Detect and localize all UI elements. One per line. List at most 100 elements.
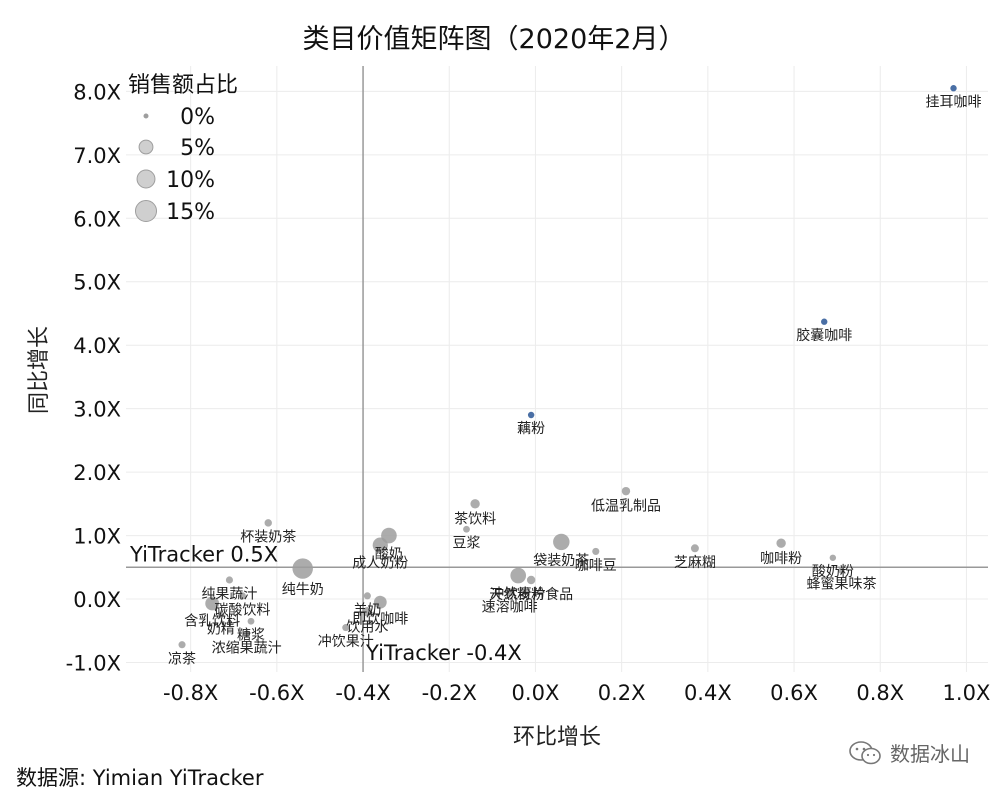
y-axis-label: 同比增长 bbox=[27, 326, 52, 414]
wechat-icon bbox=[849, 740, 881, 764]
x-tick-label: 0.8X bbox=[856, 681, 904, 705]
x-tick-label: 0.4X bbox=[684, 681, 732, 705]
data-point bbox=[470, 499, 480, 509]
point-label: 含乳饮料 bbox=[184, 613, 240, 629]
y-tick-label: 8.0X bbox=[73, 80, 121, 104]
point-label: 豆浆 bbox=[452, 536, 480, 552]
chart-title: 类目价值矩阵图（2020年2月） bbox=[303, 24, 686, 55]
x-axis-ticks: -0.8X -0.6X -0.4X -0.2X 0.0X 0.2X 0.4X 0.6X 0.8X… bbox=[163, 681, 990, 705]
data-point bbox=[264, 519, 272, 527]
x-tick-label: 1.0X bbox=[943, 681, 991, 705]
data-point bbox=[463, 525, 470, 533]
data-point bbox=[362, 607, 373, 617]
reference-lines: YiTracker -0.4X YiTracker 0.5X bbox=[126, 66, 988, 672]
size-legend-marker bbox=[134, 199, 158, 223]
data-point bbox=[238, 592, 246, 600]
y-tick-label: 6.0X bbox=[73, 207, 121, 231]
data-point bbox=[838, 567, 845, 574]
data-point bbox=[950, 85, 957, 92]
data-point bbox=[178, 641, 186, 649]
size-legend-label: 15% bbox=[166, 200, 215, 225]
point-label: 挂耳咖啡 bbox=[926, 94, 982, 110]
data-point bbox=[217, 611, 225, 619]
point-label: 成人奶粉 bbox=[352, 556, 408, 572]
data-point bbox=[526, 575, 536, 585]
point-label: 天然粉粉食品 bbox=[489, 586, 573, 603]
point-label: 酸奶粉 bbox=[812, 564, 854, 580]
point-label: 饮用水 bbox=[346, 619, 388, 635]
point-label: 咖啡豆 bbox=[575, 558, 617, 574]
ref-line-vertical-label: YiTracker -0.4X bbox=[365, 641, 522, 665]
y-axis-ticks: -1.0X 0.0X 1.0X 2.0X 3.0X 4.0X 5.0X 6.0X 7.0X 8.0… bbox=[66, 80, 121, 675]
size-legend-label: 10% bbox=[166, 168, 215, 193]
point-label: 藕粉 bbox=[517, 421, 545, 437]
point-label: 冲饮果汁 bbox=[318, 634, 374, 650]
data-point bbox=[342, 624, 350, 632]
x-tick-label: -0.6X bbox=[249, 681, 304, 705]
y-tick-label: 2.0X bbox=[73, 461, 121, 485]
x-tick-label: -0.2X bbox=[422, 681, 477, 705]
size-legend-marker bbox=[136, 169, 156, 189]
size-legend: 销售额占比 0% 5% 10% 15% bbox=[128, 73, 238, 225]
data-point bbox=[505, 588, 514, 597]
y-tick-label: 0.0X bbox=[73, 588, 121, 612]
x-tick-label: 0.6X bbox=[770, 681, 818, 705]
data-point bbox=[373, 595, 387, 609]
point-label: 凉茶 bbox=[168, 651, 196, 667]
size-legend-label: 0% bbox=[180, 105, 215, 130]
watermark: 数据冰山 bbox=[848, 738, 970, 767]
watermark-text: 数据冰山 bbox=[890, 742, 970, 766]
point-label: 纯果蔬汁 bbox=[201, 587, 257, 603]
data-point bbox=[527, 411, 535, 419]
data-point bbox=[243, 630, 251, 638]
data-points bbox=[178, 85, 957, 649]
size-legend-label: 5% bbox=[180, 136, 215, 161]
point-label: 酸奶 bbox=[375, 546, 403, 562]
data-point bbox=[510, 567, 527, 584]
point-label: 胶囊咖啡 bbox=[796, 327, 852, 344]
size-legend-title: 销售额占比 bbox=[128, 73, 238, 98]
point-label: 纯牛奶 bbox=[282, 582, 324, 598]
data-point bbox=[621, 486, 631, 496]
y-tick-label: 1.0X bbox=[73, 525, 121, 549]
size-legend-marker bbox=[138, 139, 154, 155]
size-legend-marker bbox=[143, 113, 149, 119]
data-point bbox=[690, 544, 699, 553]
point-label: 速溶咖啡 bbox=[482, 600, 538, 616]
data-point bbox=[829, 554, 837, 561]
point-label: 奶精 bbox=[207, 621, 235, 637]
point-label: 咖啡粉 bbox=[760, 551, 802, 567]
data-source: 数据源: Yimian YiTracker bbox=[16, 766, 264, 790]
x-tick-label: 0.2X bbox=[598, 681, 646, 705]
data-point bbox=[247, 617, 255, 625]
point-label: 袋装奶茶 bbox=[533, 553, 589, 569]
y-tick-label: 7.0X bbox=[73, 144, 121, 168]
point-label: 浓缩果蔬汁 bbox=[212, 640, 282, 656]
x-tick-label: -0.4X bbox=[335, 681, 390, 705]
point-label: 碳酸饮料 bbox=[214, 602, 270, 618]
data-point bbox=[363, 592, 371, 600]
point-label: 芝麻糊 bbox=[674, 555, 716, 571]
y-tick-label: 3.0X bbox=[73, 398, 121, 422]
point-label: 茶饮料 bbox=[454, 512, 496, 528]
x-tick-label: 0.0X bbox=[512, 681, 560, 705]
x-axis-label: 环比增长 bbox=[513, 725, 601, 750]
ref-line-horizontal-label: YiTracker 0.5X bbox=[129, 542, 278, 566]
data-point bbox=[205, 596, 220, 611]
data-point bbox=[225, 576, 233, 584]
data-point bbox=[553, 533, 570, 551]
point-label: 冲饮麦片 bbox=[490, 586, 546, 602]
data-point bbox=[821, 318, 828, 325]
point-label: 即饮咖啡 bbox=[352, 612, 408, 628]
point-label: 羊奶 bbox=[353, 602, 381, 618]
point-label: 低温乳制品 bbox=[591, 498, 661, 514]
y-tick-label: 4.0X bbox=[73, 334, 121, 358]
y-tick-label: 5.0X bbox=[73, 271, 121, 295]
x-tick-label: -0.8X bbox=[163, 681, 218, 705]
data-point bbox=[592, 547, 600, 555]
y-tick-label: -1.0X bbox=[66, 651, 121, 675]
data-point bbox=[292, 558, 313, 579]
point-label: 糖浆 bbox=[237, 628, 265, 644]
